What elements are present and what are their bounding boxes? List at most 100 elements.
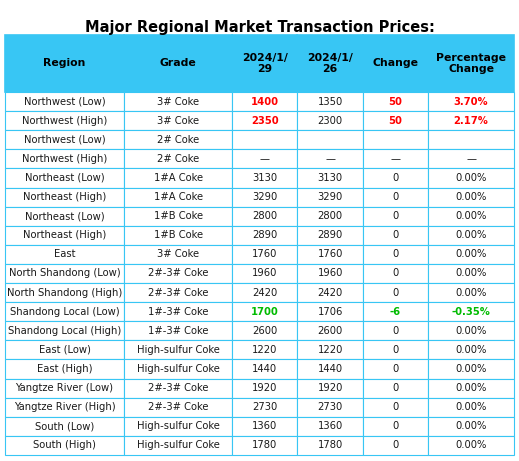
Text: —: —	[390, 154, 401, 164]
Text: 2300: 2300	[318, 116, 343, 126]
Text: 0.00%: 0.00%	[455, 421, 487, 431]
Text: Northeast (High): Northeast (High)	[23, 192, 106, 202]
Text: 0: 0	[392, 364, 399, 374]
Text: Yangtze River (Low): Yangtze River (Low)	[16, 383, 114, 393]
Text: Region: Region	[44, 59, 86, 69]
Text: 0.00%: 0.00%	[455, 249, 487, 260]
Text: 1760: 1760	[252, 249, 278, 260]
Text: High-sulfur Coke: High-sulfur Coke	[136, 421, 220, 431]
Text: 0.00%: 0.00%	[455, 440, 487, 450]
Text: 2800: 2800	[318, 211, 343, 221]
Text: —: —	[260, 154, 270, 164]
Text: 3# Coke: 3# Coke	[157, 96, 199, 106]
Text: 1220: 1220	[252, 345, 278, 355]
Text: 2730: 2730	[318, 402, 343, 412]
Text: 1920: 1920	[252, 383, 278, 393]
Text: 1360: 1360	[318, 421, 343, 431]
Text: Shandong Local (Low): Shandong Local (Low)	[10, 307, 119, 317]
Text: 3290: 3290	[252, 192, 277, 202]
Text: 1#-3# Coke: 1#-3# Coke	[148, 326, 208, 336]
Text: Northwest (Low): Northwest (Low)	[24, 135, 105, 145]
Text: 0: 0	[392, 440, 399, 450]
Text: 0.00%: 0.00%	[455, 288, 487, 298]
Text: High-sulfur Coke: High-sulfur Coke	[136, 364, 220, 374]
Text: 0: 0	[392, 192, 399, 202]
Text: Northwest (High): Northwest (High)	[22, 116, 107, 126]
Text: 50: 50	[389, 96, 402, 106]
Text: 0: 0	[392, 345, 399, 355]
Text: 1360: 1360	[252, 421, 277, 431]
Text: Change: Change	[373, 59, 418, 69]
Text: 0.00%: 0.00%	[455, 192, 487, 202]
Text: 0.00%: 0.00%	[455, 345, 487, 355]
Text: Northeast (Low): Northeast (Low)	[25, 173, 104, 183]
Text: East (High): East (High)	[37, 364, 92, 374]
Text: North Shandong (High): North Shandong (High)	[7, 288, 122, 298]
Text: 2350: 2350	[251, 116, 279, 126]
Text: 0.00%: 0.00%	[455, 383, 487, 393]
Text: Northeast (High): Northeast (High)	[23, 230, 106, 240]
Text: —: —	[325, 154, 335, 164]
Text: 0.00%: 0.00%	[455, 326, 487, 336]
Text: 0.00%: 0.00%	[455, 268, 487, 278]
Text: 1960: 1960	[318, 268, 343, 278]
Text: 0.00%: 0.00%	[455, 230, 487, 240]
Text: 2#-3# Coke: 2#-3# Coke	[148, 383, 208, 393]
Text: 0.00%: 0.00%	[455, 211, 487, 221]
Text: Northeast (Low): Northeast (Low)	[25, 211, 104, 221]
Text: 2# Coke: 2# Coke	[157, 135, 199, 145]
Text: 2890: 2890	[318, 230, 343, 240]
Text: 2890: 2890	[252, 230, 277, 240]
Text: 0.00%: 0.00%	[455, 173, 487, 183]
Text: 1780: 1780	[252, 440, 277, 450]
Text: 0: 0	[392, 402, 399, 412]
Text: 0.00%: 0.00%	[455, 364, 487, 374]
Text: South (High): South (High)	[33, 440, 96, 450]
Text: -6: -6	[390, 307, 401, 317]
Text: 2600: 2600	[318, 326, 343, 336]
Text: Percentage
Change: Percentage Change	[436, 53, 506, 74]
Text: South (Low): South (Low)	[35, 421, 94, 431]
Text: 2800: 2800	[252, 211, 277, 221]
Text: 1#-3# Coke: 1#-3# Coke	[148, 307, 208, 317]
Text: 1220: 1220	[318, 345, 343, 355]
Text: 0: 0	[392, 173, 399, 183]
Text: Northwest (High): Northwest (High)	[22, 154, 107, 164]
Text: 1#B Coke: 1#B Coke	[154, 211, 202, 221]
Text: 1#A Coke: 1#A Coke	[154, 173, 202, 183]
Text: 3# Coke: 3# Coke	[157, 116, 199, 126]
Text: 0.00%: 0.00%	[455, 402, 487, 412]
Text: 1400: 1400	[251, 96, 279, 106]
Text: 1440: 1440	[318, 364, 343, 374]
Text: Yangtze River (High): Yangtze River (High)	[13, 402, 115, 412]
Text: 2730: 2730	[252, 402, 277, 412]
Text: 0: 0	[392, 249, 399, 260]
Text: 2600: 2600	[252, 326, 277, 336]
Text: 0: 0	[392, 326, 399, 336]
Text: 50: 50	[389, 116, 402, 126]
Text: 3130: 3130	[318, 173, 343, 183]
Text: 3130: 3130	[252, 173, 277, 183]
Text: 1706: 1706	[318, 307, 343, 317]
Text: —: —	[466, 154, 476, 164]
Text: 1350: 1350	[318, 96, 343, 106]
Text: 0: 0	[392, 288, 399, 298]
Text: East (Low): East (Low)	[38, 345, 90, 355]
Text: East: East	[54, 249, 75, 260]
Text: 0: 0	[392, 383, 399, 393]
Text: High-sulfur Coke: High-sulfur Coke	[136, 345, 220, 355]
Text: Northwest (Low): Northwest (Low)	[24, 96, 105, 106]
Text: North Shandong (Low): North Shandong (Low)	[9, 268, 120, 278]
Text: 1#B Coke: 1#B Coke	[154, 230, 202, 240]
Text: 2#-3# Coke: 2#-3# Coke	[148, 268, 208, 278]
Text: 0: 0	[392, 211, 399, 221]
Text: 3290: 3290	[318, 192, 343, 202]
Text: 1780: 1780	[318, 440, 343, 450]
Text: 2420: 2420	[252, 288, 277, 298]
Text: 1440: 1440	[252, 364, 277, 374]
Text: 2420: 2420	[318, 288, 343, 298]
Text: 2# Coke: 2# Coke	[157, 154, 199, 164]
Text: High-sulfur Coke: High-sulfur Coke	[136, 440, 220, 450]
Text: -0.35%: -0.35%	[452, 307, 490, 317]
Text: 2024/1/
26: 2024/1/ 26	[307, 53, 353, 74]
